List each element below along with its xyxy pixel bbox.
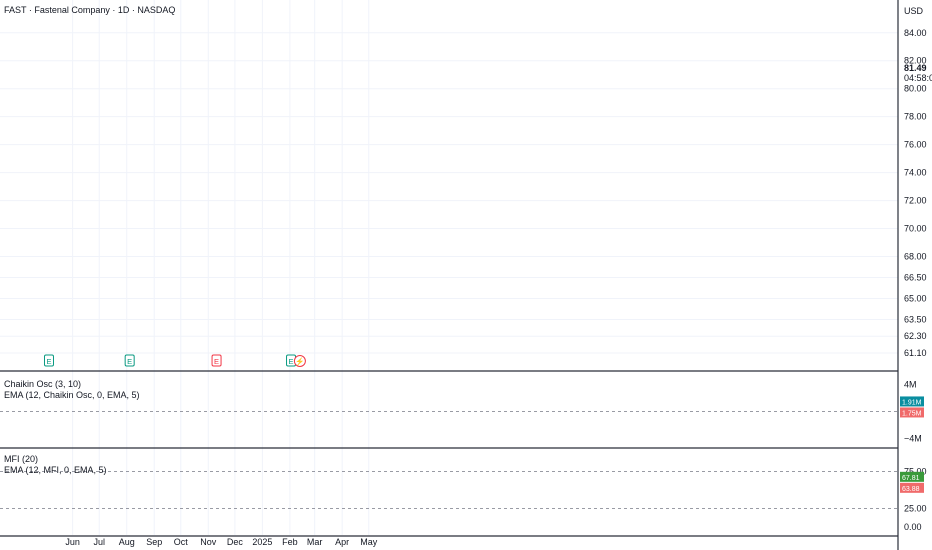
price-tick-label: 76.00 — [904, 140, 927, 150]
grid — [0, 0, 898, 535]
chart-title: FAST · Fastenal Company · 1D · NASDAQ — [4, 5, 176, 15]
price-tick-label: 84.00 — [904, 28, 927, 38]
time-tick-label: Jul — [93, 537, 105, 547]
mfi-tick-label: 25.00 — [904, 504, 927, 514]
time-tick-label: Nov — [200, 537, 217, 547]
price-tick-label: 68.00 — [904, 252, 927, 262]
mfi-ema-value: 63.88 — [902, 486, 920, 493]
time-tick-label: Aug — [119, 537, 135, 547]
event-markers[interactable]: E E E E ⚡ — [43, 354, 306, 367]
chaikin-label: Chaikin Osc (3, 10) — [4, 379, 82, 389]
mfi-value-badge — [900, 471, 924, 482]
chaikin-ema-badge — [900, 407, 924, 418]
chaikin-value-badge — [900, 396, 924, 407]
chaikin-tick-label: 4M — [904, 380, 917, 390]
price-tick-label: 80.00 — [904, 84, 927, 94]
mfi-ema-label: EMA (12, MFI, 0, EMA, 5) — [4, 465, 107, 475]
event-letter: E — [214, 357, 219, 366]
chaikin-tick-label: −4M — [904, 434, 922, 444]
mfi-label: MFI (20) — [4, 454, 39, 464]
price-tick-label: 82.00 — [904, 56, 927, 66]
mfi-value: 67.81 — [902, 475, 920, 482]
mfi-tick-label: 75.00 — [904, 467, 927, 477]
time-tick-label: May — [360, 537, 378, 547]
last-price-label: 81.49 — [904, 63, 927, 73]
price-tick-label: 63.50 — [904, 314, 927, 324]
dividend-marker[interactable] — [293, 355, 306, 367]
price-tick-label: 66.50 — [904, 272, 927, 282]
price-tick-label: 65.00 — [904, 293, 927, 303]
earnings-marker[interactable] — [43, 354, 54, 367]
time-tick-label: 2025 — [252, 537, 272, 547]
time-tick-label: Oct — [174, 537, 189, 547]
time-tick-label: Jun — [65, 537, 80, 547]
time-tick-label: Sep — [146, 537, 162, 547]
mfi-tick-label: 0.00 — [904, 522, 922, 532]
currency-label: USD — [904, 6, 924, 16]
price-tick-label: 72.00 — [904, 196, 927, 206]
time-tick-label: Mar — [307, 537, 323, 547]
event-letter: E — [127, 357, 132, 366]
price-tick-label: 74.00 — [904, 168, 927, 178]
chaikin-ema-value: 1.75M — [902, 410, 922, 417]
chaikin-value: 1.91M — [902, 399, 922, 406]
time-tick-label: Feb — [282, 537, 298, 547]
earnings-marker[interactable] — [124, 354, 135, 367]
event-letter: E — [46, 357, 51, 366]
price-tick-label: 78.00 — [904, 112, 927, 122]
price-tick-label: 62.30 — [904, 331, 927, 341]
price-tick-label: 70.00 — [904, 224, 927, 234]
countdown-label: 04:58:09 — [904, 73, 932, 83]
time-tick-label: Dec — [227, 537, 244, 547]
chaikin-panel[interactable]: 4M −4M 1.91M 1.75M — [0, 374, 924, 444]
event-letter: E — [289, 357, 294, 366]
mfi-panel[interactable]: 75.00 25.00 0.00 67.81 63.88 — [0, 459, 927, 532]
earnings-marker[interactable] — [211, 354, 222, 367]
chaikin-ema-label: EMA (12, Chaikin Osc, 0, EMA, 5) — [4, 390, 140, 400]
mfi-ema-badge — [900, 482, 924, 493]
price-tick-label: 61.10 — [904, 348, 927, 358]
time-tick-label: Apr — [335, 537, 349, 547]
event-letter: ⚡ — [295, 357, 304, 366]
